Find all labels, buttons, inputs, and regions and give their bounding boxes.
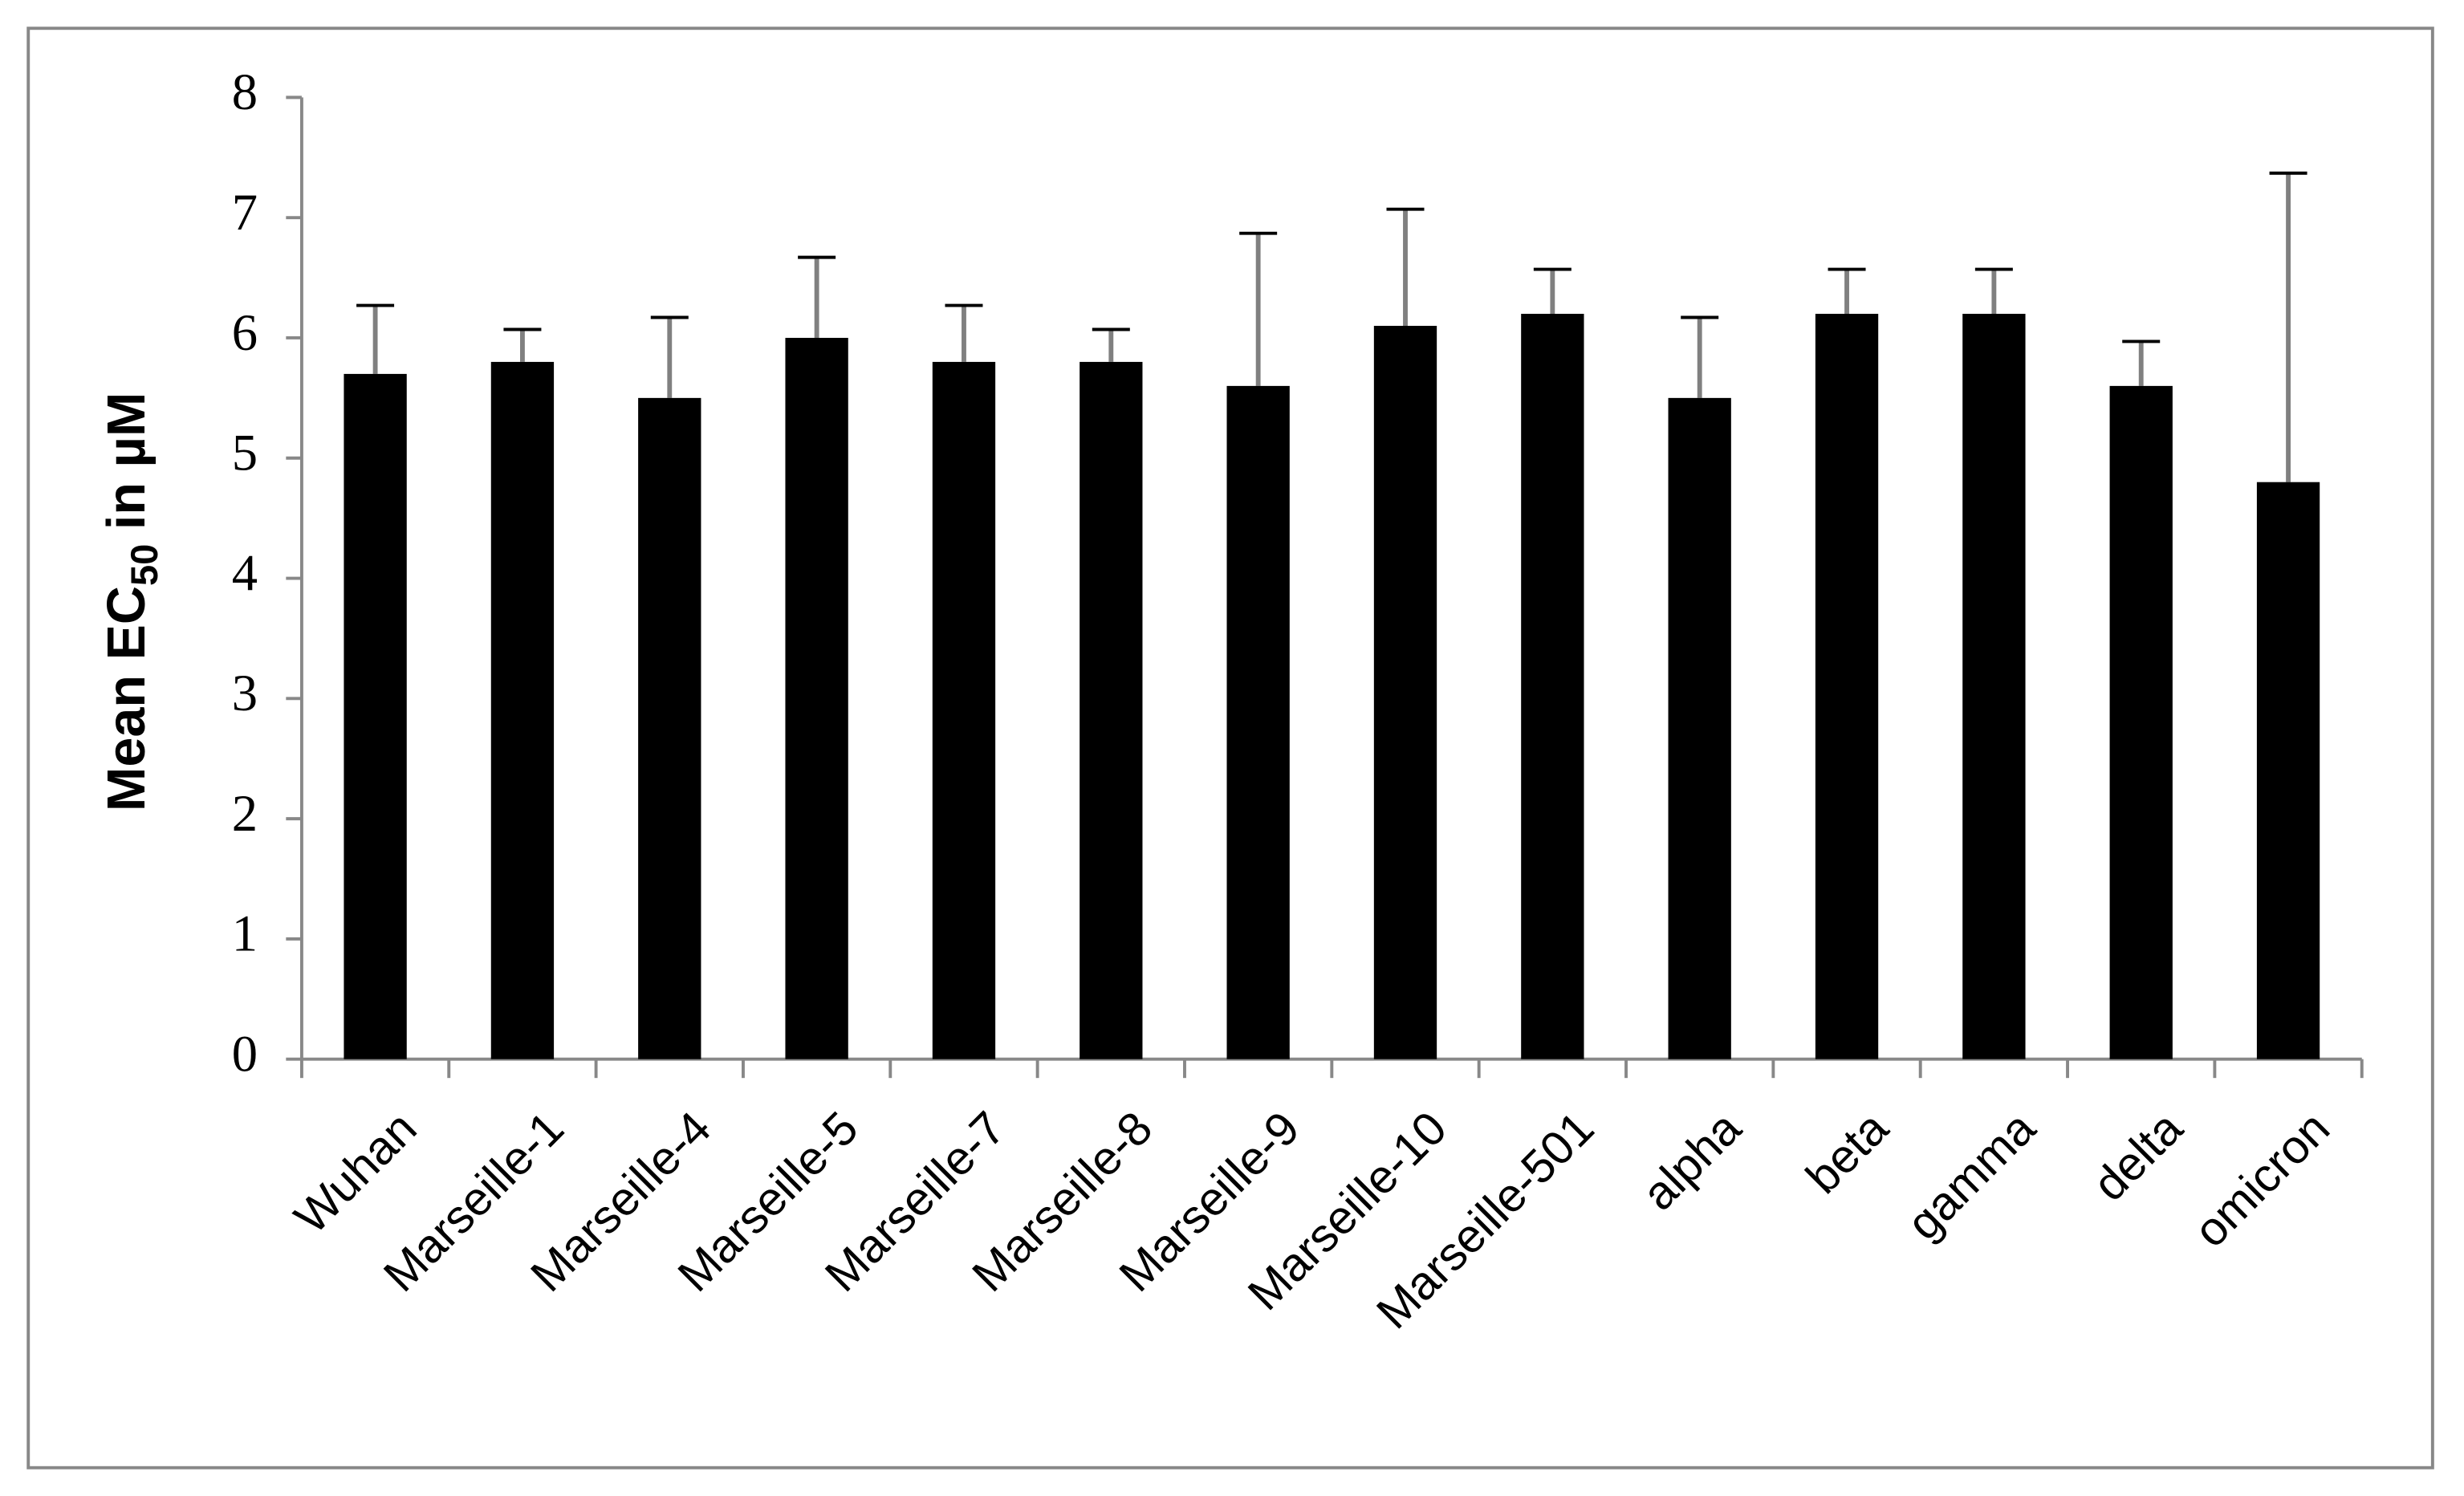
bar <box>1521 314 1584 1059</box>
y-tick-label: 2 <box>232 784 258 842</box>
bar <box>1668 397 1731 1059</box>
y-label-main: Mean EC <box>97 586 157 811</box>
bar <box>1226 385 1290 1059</box>
y-label-suffix: in µM <box>97 392 157 530</box>
y-tick-label: 4 <box>232 543 258 601</box>
y-tick-label: 1 <box>232 905 258 962</box>
bar <box>490 361 555 1059</box>
bar <box>638 397 701 1059</box>
chart-frame <box>26 26 2434 1470</box>
y-label-subscript: 50 <box>123 544 165 586</box>
bar <box>1815 314 1879 1059</box>
y-tick-label: 6 <box>232 303 258 361</box>
y-tick-label: 5 <box>232 424 258 482</box>
bar <box>1962 314 2026 1059</box>
y-tick-label: 0 <box>232 1025 258 1083</box>
y-tick-label: 3 <box>232 664 258 722</box>
bar <box>344 373 407 1059</box>
bar <box>785 337 848 1059</box>
bar <box>2109 385 2173 1059</box>
bar <box>1080 361 1143 1059</box>
bar <box>2256 482 2320 1059</box>
bar <box>1373 325 1437 1059</box>
bar <box>932 361 996 1059</box>
y-tick-label: 8 <box>232 63 258 120</box>
y-tick-label: 7 <box>232 183 258 241</box>
y-axis-label: Mean EC50 in µM <box>97 392 165 811</box>
